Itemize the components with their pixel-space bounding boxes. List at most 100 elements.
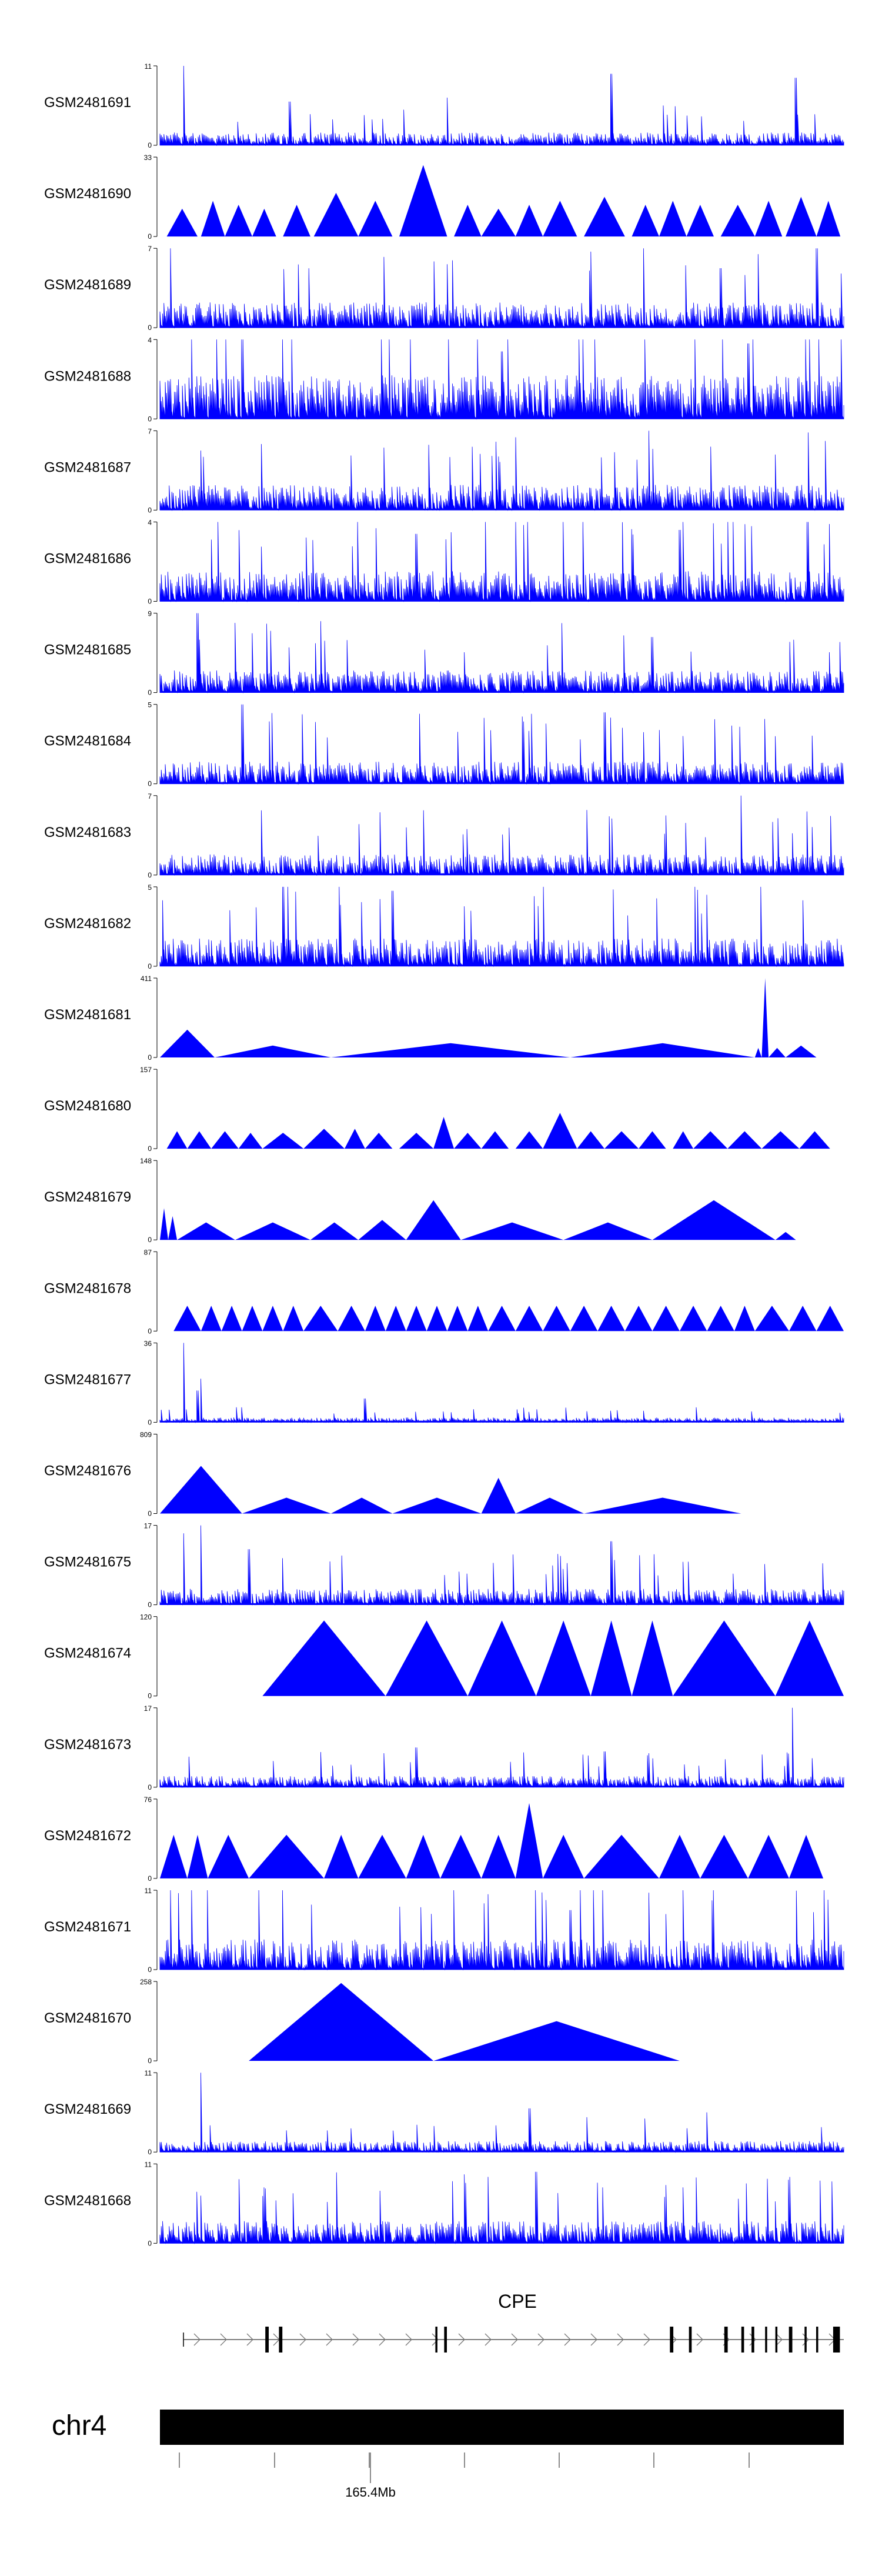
track-label: GSM2481674 <box>44 1646 131 1661</box>
signal-area <box>159 431 844 511</box>
signal-peak <box>242 1497 331 1514</box>
signal-peak <box>570 1043 755 1057</box>
y-min-label: 0 <box>148 2148 152 2156</box>
track-GSM2481679: GSM2481679 148 0 <box>44 1157 796 1244</box>
signal-peak <box>786 196 817 237</box>
signal-peak <box>426 1306 447 1332</box>
signal-peak <box>632 1620 673 1696</box>
signal-tracks: GSM2481691110GSM2481690330GSM248168970GS… <box>44 62 844 2247</box>
track-label: GSM2481680 <box>44 1098 131 1114</box>
gene-exon <box>816 2327 818 2353</box>
signal-peak <box>536 1620 591 1696</box>
signal-peak <box>467 1306 489 1332</box>
y-max-label: 809 <box>140 1431 152 1439</box>
signal-peak <box>543 1834 584 1878</box>
track-GSM2481685: GSM2481685 9 0 <box>44 610 844 697</box>
y-min-label: 0 <box>148 1783 152 1791</box>
track-label: GSM2481685 <box>44 642 131 658</box>
signal-peak <box>262 1306 283 1332</box>
y-max-label: 36 <box>144 1339 152 1347</box>
track-label: GSM2481684 <box>44 733 131 749</box>
signal-baseline <box>160 600 844 602</box>
chromosome-ticks <box>179 2452 750 2483</box>
strand-arrow <box>379 2333 386 2346</box>
y-min-label: 0 <box>148 141 152 149</box>
track-label: GSM2481669 <box>44 2101 131 2117</box>
y-min-label: 0 <box>148 1053 152 1062</box>
signal-peak <box>454 1133 482 1149</box>
chromosome-label: chr4 <box>52 2410 106 2441</box>
gene-exon <box>804 2327 807 2353</box>
signal-area <box>159 2171 844 2244</box>
track-GSM2481672: GSM2481672 76 0 <box>44 1796 824 1883</box>
signal-baseline <box>160 417 844 419</box>
strand-arrow <box>193 2333 201 2346</box>
signal-peak <box>215 1045 331 1057</box>
y-max-label: 9 <box>148 610 152 618</box>
signal-peak <box>168 1216 178 1240</box>
signal-peak <box>283 1306 304 1332</box>
signal-baseline <box>160 1420 844 1423</box>
y-min-label: 0 <box>148 1418 152 1426</box>
signal-peak <box>481 208 516 237</box>
track-label: GSM2481677 <box>44 1372 131 1387</box>
track-GSM2481677: GSM2481677 36 0 <box>44 1339 844 1426</box>
signal-peak <box>358 1220 406 1240</box>
signal-peak <box>563 1222 653 1240</box>
track-GSM2481676: GSM2481676 809 0 <box>44 1431 741 1518</box>
signal-peak <box>570 1306 598 1332</box>
signal-peak <box>488 1306 516 1332</box>
track-GSM2481675: GSM2481675 17 0 <box>44 1522 844 1609</box>
y-max-label: 120 <box>140 1613 152 1621</box>
position-label: 165.4Mb <box>345 2485 396 2500</box>
signal-area <box>159 248 844 329</box>
signal-baseline <box>160 1603 844 1605</box>
track-GSM2481668: GSM2481668 11 0 <box>44 2160 844 2247</box>
track-label: GSM2481682 <box>44 916 131 932</box>
track-GSM2481683: GSM2481683 7 0 <box>44 792 844 879</box>
signal-area <box>159 795 844 876</box>
track-GSM2481687: GSM2481687 7 0 <box>44 427 844 514</box>
gene-exon <box>741 2327 744 2353</box>
strand-arrow <box>485 2333 492 2346</box>
signal-peak <box>707 1306 734 1332</box>
signal-peak <box>399 1133 434 1149</box>
y-max-label: 33 <box>144 154 152 162</box>
signal-peak <box>173 1306 201 1332</box>
gene-exon <box>775 2327 778 2353</box>
track-label: GSM2481676 <box>44 1463 131 1479</box>
signal-peak <box>303 1129 345 1149</box>
chromosome-axis: chr4 165.4Mb <box>52 2410 844 2500</box>
track-label: GSM2481673 <box>44 1737 131 1753</box>
signal-baseline <box>160 508 844 510</box>
signal-baseline <box>160 873 844 875</box>
gene-exon <box>444 2327 447 2353</box>
signal-peak <box>221 1306 242 1332</box>
signal-peak <box>262 1620 386 1696</box>
y-min-label: 0 <box>148 871 152 879</box>
y-min-label: 0 <box>148 689 152 697</box>
signal-peak <box>160 1029 215 1057</box>
signal-peak <box>639 1131 666 1149</box>
signal-peak <box>543 1306 570 1332</box>
signal-peak <box>789 1306 817 1332</box>
signal-peak <box>187 1834 208 1878</box>
gene-exon <box>435 2327 437 2353</box>
signal-peak <box>235 1222 310 1240</box>
signal-peak <box>577 1131 604 1149</box>
gene-track: CPE <box>183 2291 844 2353</box>
signal-peak <box>679 1306 707 1332</box>
signal-peak <box>659 1834 700 1878</box>
signal-peak <box>604 1131 639 1149</box>
gene-exon <box>724 2327 728 2353</box>
signal-peak <box>673 1131 694 1149</box>
signal-peak <box>754 1306 789 1332</box>
y-max-label: 11 <box>145 2069 152 2077</box>
signal-peak <box>816 1306 844 1332</box>
track-GSM2481682: GSM2481682 5 0 <box>44 883 844 970</box>
signal-peak <box>303 1306 338 1332</box>
signal-peak <box>775 1620 844 1696</box>
signal-peak <box>720 205 755 237</box>
signal-peak <box>406 1200 461 1240</box>
strand-arrow <box>458 2333 465 2346</box>
